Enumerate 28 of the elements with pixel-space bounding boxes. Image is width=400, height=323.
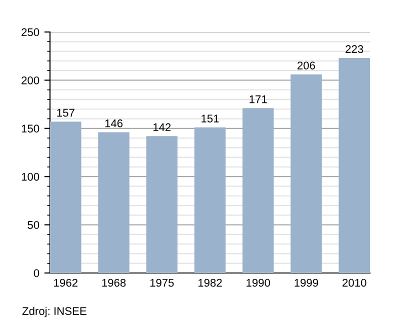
bar	[290, 74, 322, 273]
data-label: 151	[202, 114, 219, 122]
y-tick-label: 250	[22, 28, 40, 36]
bar	[146, 136, 178, 273]
y-tick-label: 150	[22, 124, 40, 133]
bar	[338, 58, 370, 273]
data-label: 171	[250, 95, 267, 104]
x-tick-label: 1982	[198, 278, 222, 287]
y-tick-label: 50	[28, 221, 40, 229]
bar	[50, 122, 82, 273]
x-tick-label: 1999	[294, 278, 318, 287]
y-tick-label: 100	[22, 172, 40, 181]
x-tick-label: 1962	[54, 278, 78, 287]
data-label: 223	[346, 45, 364, 54]
data-label: 157	[57, 108, 74, 117]
bar	[242, 108, 274, 273]
data-label: 142	[153, 123, 171, 132]
bar	[194, 127, 226, 273]
data-label: 146	[105, 119, 123, 128]
text: Zdroj: INSEE	[22, 306, 86, 318]
data-label: 206	[298, 62, 316, 70]
y-tick-label: 200	[22, 76, 40, 84]
y-tick-label: 0	[34, 269, 40, 278]
x-tick-label: 1990	[246, 278, 270, 287]
x-tick-label: 1968	[102, 278, 126, 287]
x-tick-label: 1975	[150, 278, 174, 287]
bar	[98, 132, 130, 273]
x-tick-label: 2010	[342, 278, 366, 287]
